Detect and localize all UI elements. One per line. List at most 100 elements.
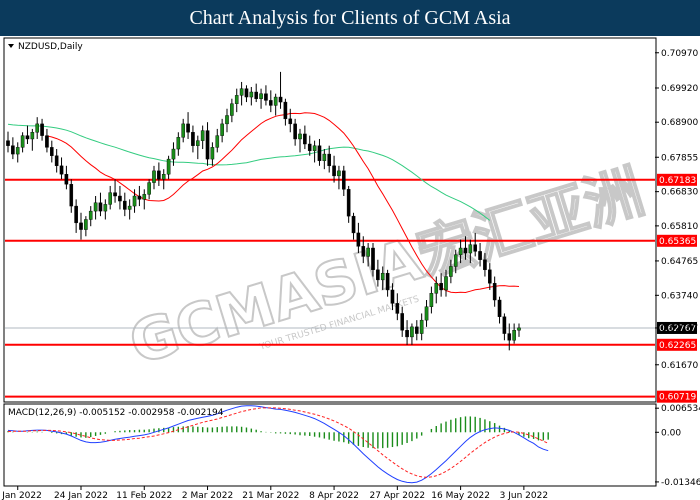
x-tick-label: 27 Apr 2022 bbox=[370, 491, 426, 500]
candle-body bbox=[103, 204, 108, 212]
price-tick-label: 0.66830 bbox=[661, 188, 698, 198]
candlestick bbox=[54, 149, 59, 173]
macd-line bbox=[7, 405, 549, 484]
macd-tick-label: -0.013464 bbox=[661, 478, 700, 488]
candle-body bbox=[166, 158, 171, 175]
candlestick bbox=[497, 296, 502, 324]
candlestick bbox=[332, 155, 336, 183]
symbol-dropdown-icon[interactable] bbox=[8, 44, 14, 48]
candle-body bbox=[492, 283, 497, 301]
candle-body bbox=[434, 283, 439, 294]
price-tick-label: 0.69920 bbox=[661, 84, 698, 94]
candle-body bbox=[259, 93, 263, 99]
candle-body bbox=[312, 145, 317, 151]
level-price-box bbox=[657, 338, 697, 351]
candle-body bbox=[186, 123, 190, 133]
candle-body bbox=[147, 182, 151, 195]
candlestick bbox=[152, 165, 156, 190]
candle-body bbox=[371, 247, 375, 271]
candle-body bbox=[132, 195, 137, 207]
candlestick bbox=[415, 320, 419, 341]
candle-body bbox=[215, 135, 220, 148]
candlestick bbox=[93, 196, 98, 220]
candle-body bbox=[356, 232, 361, 247]
candlestick bbox=[342, 165, 346, 197]
candlestick bbox=[6, 131, 10, 153]
candle-body bbox=[419, 319, 424, 334]
candle-body bbox=[79, 222, 83, 230]
candle-body bbox=[269, 100, 273, 106]
level-price-label: 0.67183 bbox=[659, 176, 696, 186]
candlestick bbox=[483, 253, 487, 277]
candlestick bbox=[517, 323, 521, 337]
candle-body bbox=[254, 91, 259, 99]
candlestick bbox=[210, 142, 215, 166]
candlestick bbox=[30, 128, 35, 151]
candlestick bbox=[244, 85, 249, 103]
candlestick bbox=[147, 179, 151, 200]
candlestick bbox=[337, 165, 341, 190]
candlestick bbox=[200, 125, 205, 150]
candle-body bbox=[473, 244, 478, 252]
candlestick bbox=[69, 179, 74, 213]
chart-canvas: GCMASIA宏汇亚洲 YOUR TRUSTED FINANCIAL MARKE… bbox=[0, 36, 700, 500]
candle-body bbox=[40, 123, 44, 136]
candle-body bbox=[142, 194, 147, 200]
level-price-label: 0.60719 bbox=[659, 393, 696, 403]
x-tick-label: 16 May 2022 bbox=[431, 491, 490, 500]
macd-label: MACD(12,26,9) -0.005152 -0.002958 -0.002… bbox=[8, 408, 224, 418]
candle-body bbox=[400, 313, 405, 331]
x-tick-label: 2 Mar 2022 bbox=[182, 491, 233, 500]
candlestick bbox=[132, 189, 137, 213]
price-tick-label: 0.70970 bbox=[661, 49, 698, 59]
candlestick bbox=[395, 293, 400, 321]
candle-body bbox=[161, 174, 166, 180]
candlestick bbox=[492, 276, 497, 307]
candlestick bbox=[327, 145, 332, 173]
candle-body bbox=[288, 118, 293, 125]
candlestick bbox=[264, 85, 268, 106]
candlestick bbox=[468, 239, 473, 264]
candle-body bbox=[157, 170, 161, 180]
candlestick bbox=[502, 313, 507, 341]
candle-body bbox=[93, 202, 98, 212]
candlestick bbox=[142, 189, 147, 210]
candlestick bbox=[166, 155, 171, 180]
candle-body bbox=[230, 103, 234, 116]
macd-tick-label: 0.00 bbox=[661, 428, 681, 438]
candle-body bbox=[69, 184, 74, 207]
macd-signal-line bbox=[7, 407, 549, 478]
x-tick-label: 5 Jan 2022 bbox=[0, 491, 42, 500]
candle-body bbox=[84, 219, 88, 230]
candle-body bbox=[293, 123, 297, 140]
candle-body bbox=[342, 170, 346, 190]
candlestick bbox=[478, 242, 482, 267]
candlestick bbox=[186, 112, 190, 139]
candlestick bbox=[74, 199, 78, 233]
candle-body bbox=[351, 215, 356, 234]
candlestick bbox=[419, 313, 424, 341]
level-price-box bbox=[657, 173, 697, 186]
x-tick-label: 8 Apr 2022 bbox=[309, 491, 359, 500]
candle-body bbox=[322, 153, 327, 161]
candle-body bbox=[453, 254, 458, 267]
candle-body bbox=[488, 269, 492, 284]
candle-body bbox=[264, 93, 268, 101]
candlestick bbox=[361, 236, 366, 264]
candle-body bbox=[244, 88, 249, 98]
candlestick bbox=[220, 118, 224, 143]
level-price-box bbox=[657, 234, 697, 247]
candle-body bbox=[118, 195, 122, 202]
candlestick bbox=[59, 157, 64, 180]
candle-body bbox=[366, 247, 370, 257]
candle-body bbox=[278, 96, 283, 103]
candle-body bbox=[502, 316, 507, 334]
candlestick bbox=[405, 320, 409, 345]
x-tick-label: 11 Feb 2022 bbox=[116, 491, 172, 500]
candle-body bbox=[444, 276, 448, 291]
candle-body bbox=[59, 165, 64, 175]
candlestick bbox=[161, 169, 166, 190]
candle-body bbox=[122, 200, 127, 210]
candle-body bbox=[234, 95, 239, 104]
candlestick bbox=[225, 108, 229, 133]
